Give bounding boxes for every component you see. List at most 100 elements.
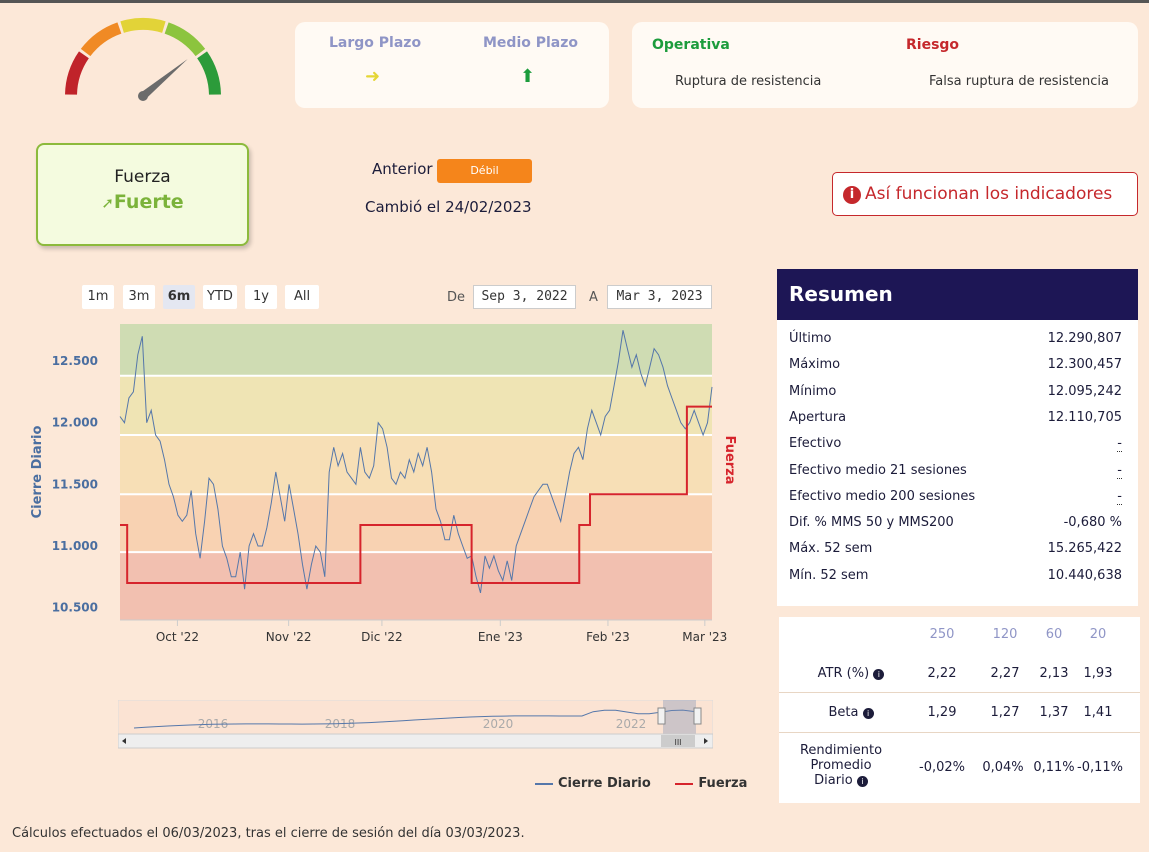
rendimiento-250: -0,02% — [919, 760, 965, 775]
fuerza-title: Fuerza — [114, 167, 171, 187]
x-tick-label: Feb '23 — [586, 630, 630, 644]
strength-band — [120, 324, 712, 376]
resumen-panel: Resumen Último 12.290,807 Máximo 12.300,457… — [777, 269, 1138, 606]
info-icon[interactable]: i — [862, 708, 874, 719]
resumen-row-label: Efectivo medio 21 sesiones — [789, 462, 967, 478]
rendimiento-label: Rendimiento Promedio Diario i — [799, 743, 883, 788]
strength-gauge — [65, 18, 221, 101]
resumen-row-value: - — [1117, 462, 1122, 479]
gauge-needle — [140, 59, 188, 100]
info-icon: i — [843, 186, 861, 204]
range-button-1y[interactable]: 1y — [245, 285, 277, 309]
resumen-row: Efectivo medio 21 sesiones - — [789, 463, 1122, 489]
anterior-label: Anterior — [372, 160, 433, 178]
scrollbar-grip-icon: III — [674, 738, 681, 747]
info-button-label: Así funcionan los indicadores — [865, 184, 1113, 204]
range-button-all[interactable]: All — [285, 285, 319, 309]
x-tick-label: Mar '23 — [682, 630, 727, 644]
strength-band — [120, 494, 712, 553]
gauge-segment — [65, 51, 89, 95]
rendimiento-60: 0,11% — [1033, 760, 1075, 775]
y-tick-label: 11.000 — [52, 539, 98, 553]
resumen-row-value: - — [1117, 436, 1122, 453]
series-line-cierre-diario — [119, 330, 713, 594]
riesgo-text: Falsa ruptura de resistencia — [929, 74, 1110, 89]
range-button-ytd[interactable]: YTD — [203, 285, 237, 309]
arrow-up-right-icon: ➚ — [101, 194, 114, 212]
x-tick-label: Dic '22 — [361, 630, 403, 644]
resumen-row-label: Apertura — [789, 409, 847, 425]
resumen-row: Efectivo - — [789, 436, 1122, 462]
beta-60: 1,37 — [1039, 705, 1069, 720]
fuerza-value-text: Fuerte — [113, 191, 184, 213]
gauge-pivot — [138, 91, 148, 101]
rendimiento-20: -0,11% — [1077, 760, 1123, 775]
x-tick-label: Nov '22 — [266, 630, 312, 644]
operativa-riesgo-card: Operativa Ruptura de resistencia Riesgo … — [632, 22, 1138, 108]
resumen-row-value: 12.290,807 — [1047, 331, 1122, 346]
resumen-row: Mín. 52 sem 10.440,638 — [789, 568, 1122, 594]
legend-line-fuerza — [675, 782, 694, 785]
beta-label: Beta i — [791, 705, 911, 720]
rendimiento-120: 0,04% — [982, 760, 1024, 775]
resumen-row: Apertura 12.110,705 — [789, 410, 1122, 436]
legend-item-cierre[interactable]: Cierre Diario — [535, 776, 651, 791]
largo-plazo-label: Largo Plazo — [329, 35, 422, 51]
info-icon[interactable]: i — [873, 669, 885, 680]
resumen-row-label: Último — [789, 331, 832, 346]
resumen-row: Máximo 12.300,457 — [789, 357, 1122, 383]
stats-header-60: 60 — [1045, 627, 1063, 642]
plazo-card: Largo Plazo ➜ Medio Plazo ⬆ — [295, 22, 609, 108]
stats-row-atr: ATR (%) i 2,22 2,27 2,13 1,93 — [779, 653, 1140, 693]
resumen-row-value: 10.440,638 — [1047, 567, 1122, 583]
stats-row-rendimiento: Rendimiento Promedio Diario i -0,02% 0,0… — [779, 733, 1140, 803]
y-axis-label: Cierre Diario — [30, 426, 45, 519]
navigator-handle-right[interactable] — [693, 707, 702, 725]
atr-250: 2,22 — [927, 666, 957, 681]
range-button-6m[interactable]: 6m — [163, 285, 195, 309]
navigator-handle-left[interactable] — [657, 707, 666, 725]
calculation-note: Cálculos efectuados el 06/03/2023, tras … — [12, 826, 525, 841]
fuerza-value: ➚Fuerte — [38, 191, 247, 213]
anterior-badge: Débil — [437, 159, 532, 183]
resumen-row-value: 12.110,705 — [1047, 409, 1122, 425]
series-line-fuerza — [120, 405, 712, 584]
stats-row-beta: Beta i 1,29 1,27 1,37 1,41 — [779, 693, 1140, 733]
x-tick-label: Ene '23 — [478, 630, 523, 644]
scroll-left-icon[interactable] — [122, 738, 126, 744]
to-date-input[interactable]: Mar 3, 2023 — [607, 285, 712, 309]
info-icon[interactable]: i — [856, 776, 868, 787]
resumen-row-value: 12.300,457 — [1047, 357, 1122, 373]
resumen-row-value: 12.095,242 — [1047, 383, 1122, 399]
from-date-input[interactable]: Sep 3, 2022 — [473, 285, 576, 309]
medio-plazo-label: Medio Plazo — [483, 35, 579, 51]
resumen-row-label: Efectivo medio 200 sesiones — [789, 488, 976, 504]
range-button-3m[interactable]: 3m — [123, 285, 155, 309]
atr-label: ATR (%) i — [791, 666, 911, 681]
resumen-row: Dif. % MMS 50 y MMS200 -0,680 % — [789, 515, 1122, 541]
fuerza-box: Fuerza ➚Fuerte — [36, 143, 249, 246]
navigator-window[interactable] — [663, 700, 696, 734]
price-chart[interactable]: 12.500 12.000 11.500 11.000 10.500 Oct '22 Nov… — [0, 310, 760, 650]
to-label: A — [589, 290, 598, 305]
resumen-row-value: 15.265,422 — [1047, 541, 1122, 557]
resumen-row: Efectivo medio 200 sesiones - — [789, 489, 1122, 515]
resumen-row-label: Máx. 52 sem — [789, 541, 873, 557]
scrollbar-track[interactable] — [118, 733, 713, 749]
resumen-row: Mínimo 12.095,242 — [789, 384, 1122, 410]
resumen-row-label: Dif. % MMS 50 y MMS200 — [789, 515, 954, 531]
legend-item-fuerza[interactable]: Fuerza — [675, 776, 747, 791]
operativa-text: Ruptura de resistencia — [675, 74, 822, 89]
resumen-row-label: Efectivo — [789, 436, 842, 452]
range-button-1m[interactable]: 1m — [82, 285, 114, 309]
resumen-row-label: Mínimo — [789, 383, 837, 399]
atr-120: 2,27 — [990, 666, 1020, 681]
scrollbar-thumb[interactable] — [661, 735, 695, 747]
navigator-label: 2022 — [616, 717, 647, 731]
gauge-segment — [164, 22, 206, 57]
y2-axis-label: Fuerza — [722, 435, 737, 484]
scroll-right-icon[interactable] — [704, 738, 708, 744]
indicators-info-button[interactable]: i Así funcionan los indicadores — [832, 172, 1138, 216]
resumen-row: Último 12.290,807 — [789, 331, 1122, 357]
